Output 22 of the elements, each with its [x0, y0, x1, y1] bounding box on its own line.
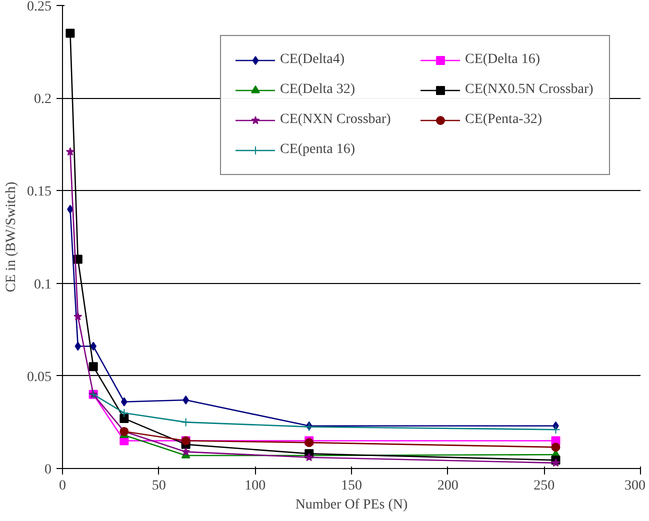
- legend-label: CE(NXN Crossbar): [280, 112, 392, 128]
- y-tick-label: 0.1: [34, 277, 52, 292]
- legend-label: CE(NX0.5N Crossbar): [465, 82, 594, 98]
- x-tick-label: 250: [534, 478, 555, 494]
- x-tick-label: 200: [437, 478, 458, 494]
- legend-label: CE(Delta4): [280, 52, 346, 68]
- x-tick-label: 0: [59, 478, 66, 494]
- legend-label: CE(Delta 32): [280, 82, 356, 98]
- y-axis-title: CE in (BW/Switch): [4, 181, 19, 292]
- y-tick-label: 0: [44, 462, 52, 478]
- x-tick-label: 50: [152, 478, 166, 494]
- y-tick-label: 0.25: [27, 0, 52, 14]
- y-tick-label: 0.2: [34, 92, 52, 108]
- legend-label: CE(penta 16): [280, 142, 356, 158]
- y-tick-label: 0.05: [27, 370, 52, 385]
- x-tick-label: 100: [244, 478, 266, 494]
- y-tick-label: 0.15: [27, 184, 52, 200]
- x-axis-title: Number Of PEs (N): [295, 498, 408, 512]
- x-tick-label: 150: [341, 478, 362, 494]
- legend-label: CE(Delta 16): [465, 52, 542, 68]
- x-tick-label: 300: [624, 478, 646, 494]
- legend-label: CE(Penta-32): [465, 112, 543, 128]
